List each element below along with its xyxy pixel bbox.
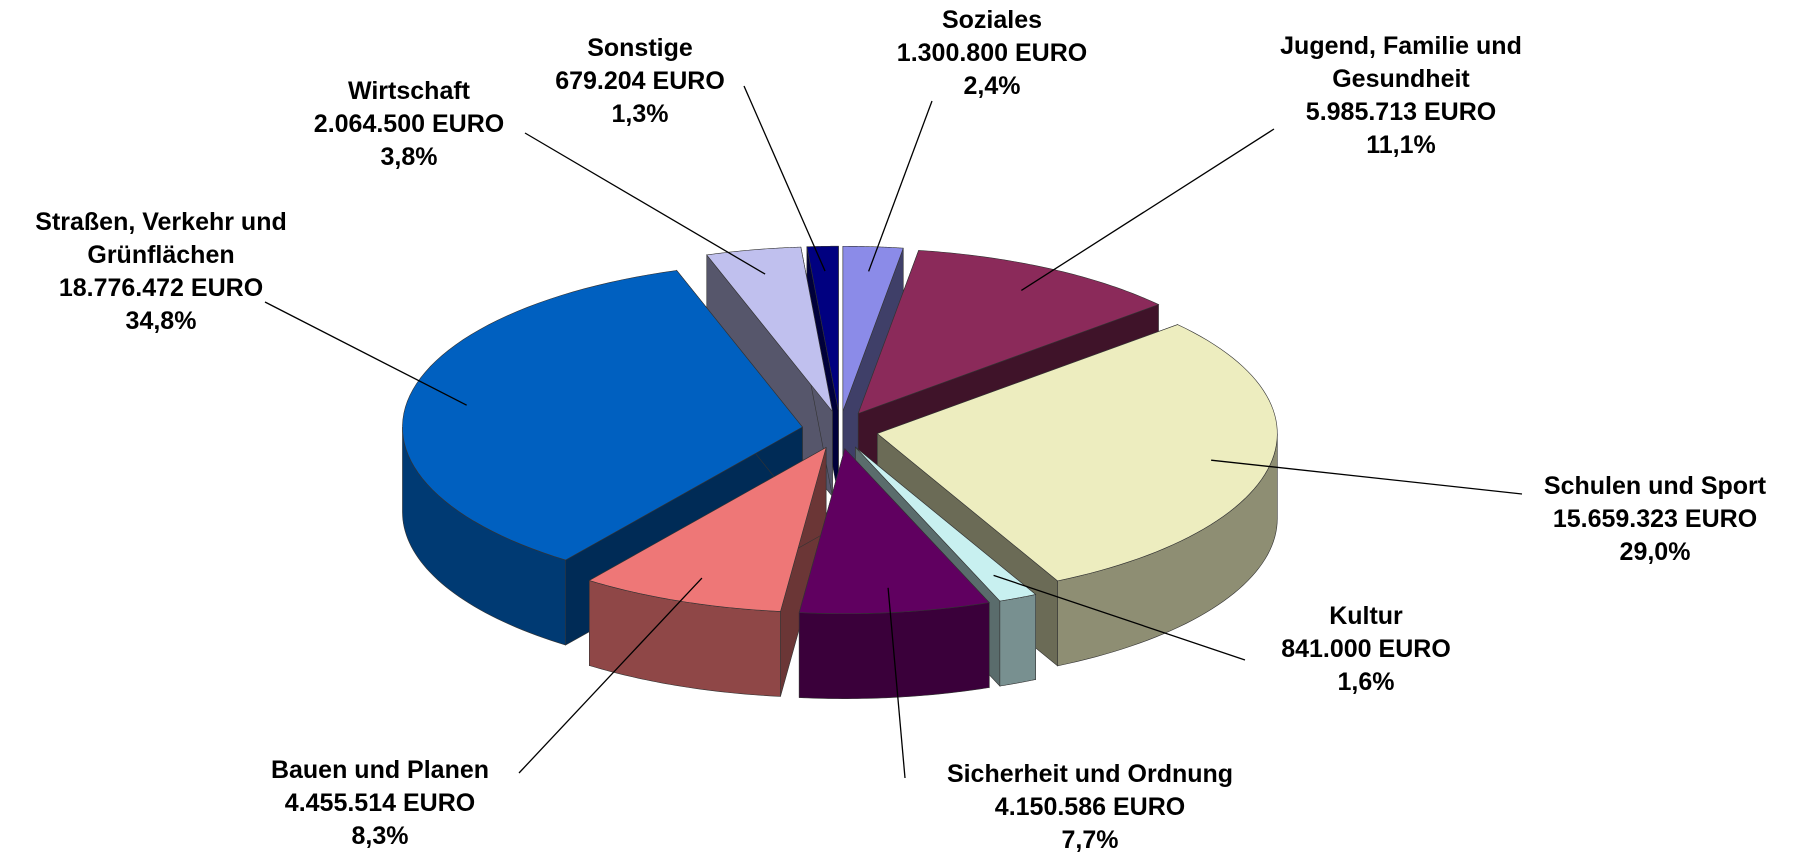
leader-line (743, 85, 826, 272)
slice (706, 246, 833, 412)
label-amount: 1.300.800 EURO (896, 39, 1088, 67)
leader-line (993, 574, 1246, 661)
label-percent: 1,6% (1337, 668, 1395, 696)
label-amount: 2.064.500 EURO (313, 110, 505, 138)
label-name: Straßen, Verkehr und Grünflächen (35, 208, 287, 269)
label-percent: 2,4% (963, 72, 1021, 100)
label-name: Soziales (941, 6, 1043, 34)
label-name: Bauen und Planen (270, 756, 490, 784)
label-name: Wirtschaft (347, 77, 470, 105)
label-amount: 841.000 EURO (1281, 635, 1451, 663)
slice-label: Straßen, Verkehr und Grünflächen 18.776.4… (6, 206, 316, 338)
label-amount: 4.455.514 EURO (284, 789, 476, 817)
slice-label: Schulen und Sport 15.659.323 EURO 29,0% (1455, 470, 1798, 569)
label-name: Kultur (1329, 602, 1403, 630)
label-percent: 8,3% (351, 822, 409, 850)
slice (798, 448, 990, 614)
slice-wall (999, 594, 1036, 687)
leader-line (1021, 128, 1275, 291)
slice (806, 245, 839, 412)
leader-line (887, 587, 906, 779)
label-percent: 3,8% (380, 143, 438, 171)
slice (876, 324, 1278, 582)
label-percent: 1,3% (611, 100, 669, 128)
label-amount: 15.659.323 EURO (1552, 505, 1758, 533)
leader-line (868, 100, 933, 272)
slice (842, 245, 904, 412)
label-percent: 11,1% (1366, 131, 1436, 159)
label-name: Sonstige (587, 34, 693, 62)
slice-label: Sicherheit und Ordnung 4.150.586 EURO 7,7% (890, 758, 1290, 853)
leader-line (518, 577, 703, 774)
label-amount: 679.204 EURO (555, 67, 725, 95)
label-name: Schulen und Sport (1543, 472, 1767, 500)
label-name: Jugend, Familie und Gesundheit (1280, 32, 1522, 93)
slice (857, 250, 1160, 414)
leader-line (1211, 459, 1523, 495)
slice (402, 270, 803, 561)
slice-label: Jugend, Familie und Gesundheit 5.985.713 … (1251, 30, 1551, 162)
label-percent: 34,8% (125, 307, 197, 335)
slice-label: Wirtschaft 2.064.500 EURO 3,8% (209, 75, 609, 174)
slice-label: Kultur 841.000 EURO 1,6% (1166, 600, 1566, 699)
slice-label: Bauen und Planen 4.455.514 EURO 8,3% (180, 754, 580, 853)
label-percent: 7,7% (1061, 826, 1119, 853)
label-amount: 5.985.713 EURO (1305, 98, 1497, 126)
label-amount: 18.776.472 EURO (58, 274, 264, 302)
leader-line (524, 132, 766, 275)
label-percent: 29,0% (1619, 538, 1691, 566)
leader-line (264, 301, 467, 406)
label-name: Sicherheit und Ordnung (946, 760, 1234, 788)
label-amount: 4.150.586 EURO (994, 793, 1186, 821)
slice-label: Sonstige 679.204 EURO 1,3% (440, 32, 840, 131)
slice-label: Soziales 1.300.800 EURO 2,4% (792, 4, 1192, 103)
slice (855, 446, 1037, 602)
